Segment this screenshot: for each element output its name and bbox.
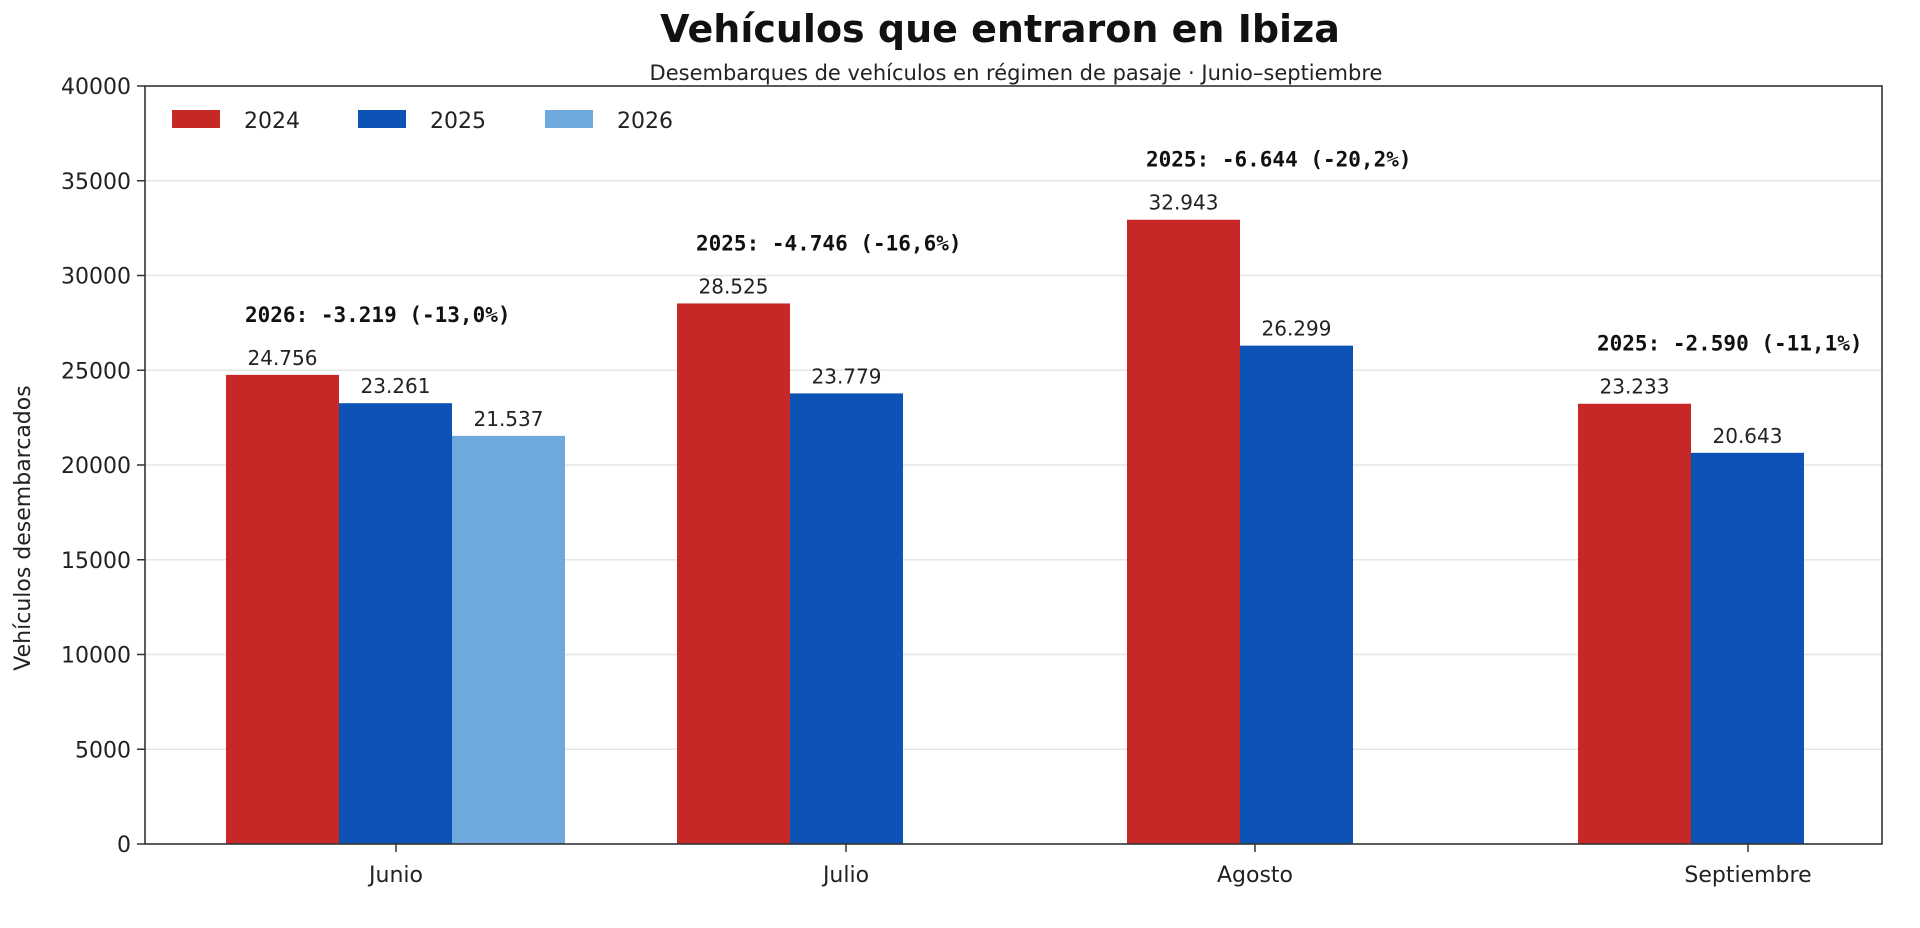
- data-label: 28.525: [699, 274, 769, 298]
- chart-title: Vehículos que entraron en Ibiza: [660, 7, 1340, 51]
- data-label: 32.943: [1149, 191, 1219, 215]
- x-tick-label: Julio: [821, 863, 869, 888]
- chart-subtitle: Desembarques de vehículos en régimen de …: [650, 61, 1383, 85]
- y-tick-label: 15000: [61, 549, 131, 574]
- legend-label: 2024: [244, 109, 300, 134]
- data-label: 23.779: [812, 364, 882, 388]
- y-tick-label: 20000: [61, 454, 131, 479]
- legend-swatch: [358, 110, 406, 128]
- y-tick-label: 30000: [61, 265, 131, 290]
- data-labels: 24.756 23.261 21.537 28.525 23.779 32.943 26.2…: [248, 191, 1783, 448]
- data-label: 23.233: [1600, 375, 1670, 399]
- legend-label: 2025: [430, 109, 486, 134]
- change-annotation: 2026: -3.219 (-13,0%): [245, 303, 511, 327]
- bar-2024-septiembre: [1578, 403, 1691, 844]
- y-tick-label: 35000: [61, 170, 131, 195]
- legend-swatch: [172, 110, 220, 128]
- y-tick-label: 0: [117, 833, 131, 858]
- legend-label: 2026: [617, 109, 673, 134]
- bar-2025-agosto: [1240, 345, 1353, 844]
- change-annotation: 2025: -6.644 (-20,2%): [1146, 148, 1412, 172]
- bar-2024-agosto: [1127, 219, 1240, 844]
- y-tick-label: 25000: [61, 359, 131, 384]
- y-tick-label: 5000: [75, 738, 131, 763]
- data-label: 20.643: [1713, 424, 1783, 448]
- legend: 2024 2025 2026: [172, 109, 673, 134]
- data-label: 23.261: [361, 374, 431, 398]
- bar-2026-junio: [452, 435, 565, 844]
- legend-swatch: [545, 110, 593, 128]
- x-tick-label: Agosto: [1217, 863, 1293, 888]
- bars: [226, 219, 1804, 844]
- bar-2024-julio: [677, 303, 790, 844]
- change-annotation: 2025: -4.746 (-16,6%): [696, 231, 962, 255]
- plot-frame: [144, 85, 1883, 845]
- data-label: 24.756: [248, 346, 318, 370]
- data-label: 26.299: [1262, 317, 1332, 341]
- y-tick-label: 40000: [61, 75, 131, 100]
- bar-2025-julio: [790, 393, 903, 844]
- x-tick-label: Junio: [367, 863, 423, 888]
- bar-2025-septiembre: [1691, 452, 1804, 844]
- change-annotation: 2025: -2.590 (-11,1%): [1597, 332, 1863, 356]
- bar-2024-junio: [226, 374, 339, 844]
- y-tick-label: 10000: [61, 644, 131, 669]
- annotations: 2026: -3.219 (-13,0%) 2025: -4.746 (-16,6…: [245, 148, 1863, 356]
- data-label: 21.537: [474, 407, 544, 431]
- axes: 0 5000 10000 15000 20000 25000 30000 35000 40000…: [61, 75, 1883, 888]
- x-tick-label: Septiembre: [1684, 863, 1811, 888]
- y-axis-label: Vehículos desembarcados: [11, 385, 36, 670]
- bar-2025-junio: [339, 403, 452, 844]
